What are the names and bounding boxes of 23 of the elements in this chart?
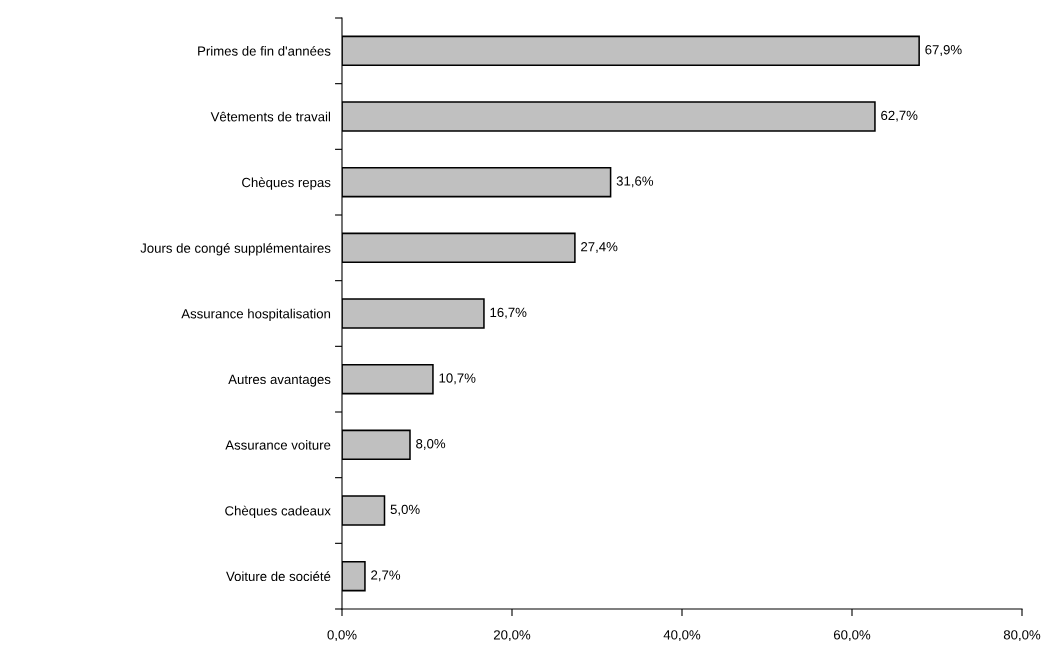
y-tick-label: Voiture de société xyxy=(226,571,331,582)
x-tick-label: 60,0% xyxy=(833,630,871,642)
y-tick-label: Chèques repas xyxy=(242,177,331,190)
y-tick-label: Chèques cadeaux xyxy=(225,505,331,519)
y-tick-label: Assurance hospitalisation xyxy=(181,308,331,322)
x-tick-label: 80,0% xyxy=(1003,630,1041,642)
y-tick-label: Jours de congé supplémentaires xyxy=(140,242,331,256)
y-tick-label: Assurance voiture xyxy=(225,440,331,450)
data-label: 27,4% xyxy=(581,242,618,253)
x-tick-label: 40,0% xyxy=(663,630,701,642)
data-label: 31,6% xyxy=(616,176,654,188)
data-label: 16,7% xyxy=(490,307,527,319)
data-label: 10,7% xyxy=(439,373,476,385)
x-tick-label: 0,0% xyxy=(327,630,357,642)
y-tick-label: Primes de fin d'années xyxy=(198,45,331,56)
data-label: 67,9% xyxy=(925,45,962,56)
data-label: 8,0% xyxy=(416,439,446,450)
data-label: 2,7% xyxy=(371,570,401,582)
data-label: 5,0% xyxy=(390,504,420,516)
y-tick-label: Autres avantages xyxy=(228,374,331,387)
x-tick-label: 20,0% xyxy=(493,630,531,642)
data-label: 62,7% xyxy=(881,110,918,122)
y-tick-label: Vêtements de travail xyxy=(210,111,331,122)
